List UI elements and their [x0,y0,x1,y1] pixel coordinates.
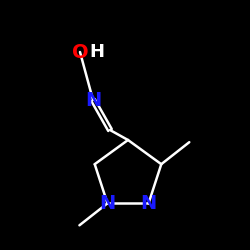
Text: O: O [72,42,88,62]
Text: N: N [99,194,116,213]
Text: N: N [140,194,157,213]
Text: N: N [85,90,101,110]
Text: H: H [90,43,104,61]
